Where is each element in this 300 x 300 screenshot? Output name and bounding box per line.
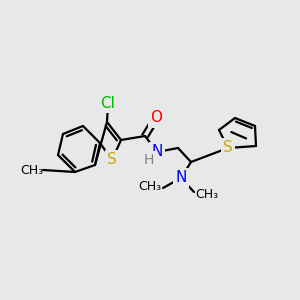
Text: N: N [175, 170, 187, 185]
Text: Cl: Cl [100, 95, 116, 110]
Text: CH₃: CH₃ [138, 179, 161, 193]
Text: S: S [223, 140, 233, 155]
Text: H: H [144, 153, 154, 167]
Text: CH₃: CH₃ [195, 188, 218, 200]
Text: N: N [151, 145, 163, 160]
Text: O: O [150, 110, 162, 125]
Text: S: S [107, 152, 117, 167]
Text: CH₃: CH₃ [20, 164, 43, 176]
